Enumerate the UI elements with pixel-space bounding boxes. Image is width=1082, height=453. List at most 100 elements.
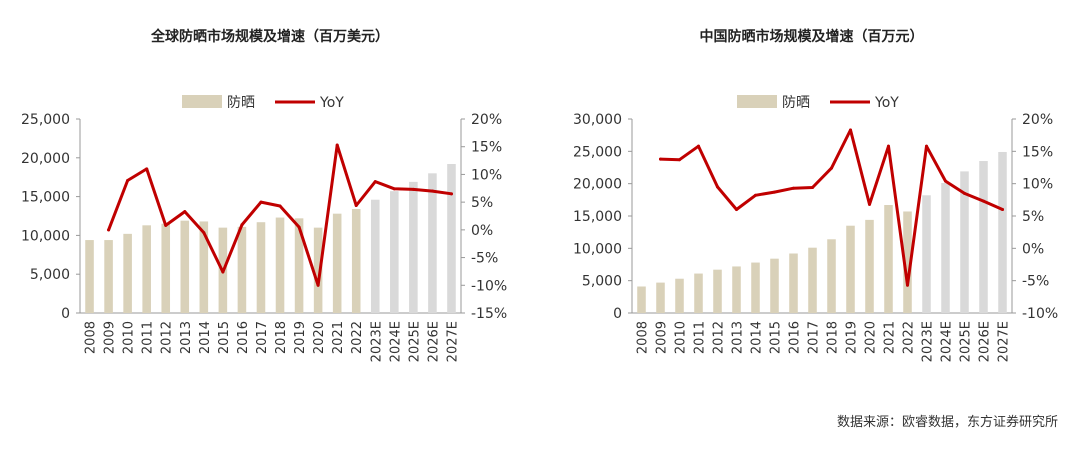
yoy-point [754,193,757,197]
x-tick-label: 2009 [655,321,670,354]
y-tick-label-right: 15% [1022,144,1053,160]
yoy-point [202,231,206,235]
y-tick-label-right: -5% [1022,274,1049,290]
bar [884,205,893,313]
bar [85,240,94,313]
y-tick-label-left: 10,000 [573,241,622,257]
x-tick-label: 2024E [940,321,955,362]
y-tick-label-right: -10% [1022,306,1058,322]
bar [998,151,1007,313]
x-tick-label: 2010 [122,321,137,354]
x-tick-label: 2018 [826,321,841,354]
y-tick-label-right: 10% [1022,177,1053,193]
bar [789,253,798,313]
yoy-point [221,270,225,274]
global-sunscreen-chart: 全球防晒市场规模及增速（百万美元） 0 5,000 10,000 15,000 20,0… [0,0,540,410]
x-tick-label: 2014 [750,321,765,354]
x-tick-label: 2025E [407,321,422,362]
legend-bar-label: 防晒 [227,95,255,111]
y-tick-label-right: 15% [471,140,502,156]
y-tick-label-left: 0 [61,306,70,322]
x-tick-label: 2022 [902,321,917,354]
x-tick-label: 2021 [331,321,346,354]
yoy-point [944,179,947,183]
yoy-point [354,203,358,207]
bar [351,209,361,313]
yoy-point [925,144,928,148]
yoy-point [411,187,415,191]
y-tick-label-left: 15,000 [21,190,70,206]
x-tick-label: 2019 [845,321,860,354]
y-tick-label-right: 0% [471,223,493,239]
bar [941,183,950,313]
yoy-point [107,228,111,232]
bar [827,239,836,313]
y-tick-label-left: 5,000 [30,267,70,283]
bar [694,273,703,313]
bar [846,225,855,313]
y-tick-label-right: 0% [1022,241,1044,257]
bar [180,220,190,313]
yoy-point [126,179,130,183]
bar [161,223,171,313]
bar [390,191,399,313]
yoy-point [145,167,149,171]
yoy-point [335,143,339,147]
china-sunscreen-chart: 中国防晒市场规模及增速（百万元） 0 5,000 10,000 15,000 20,00… [541,0,1082,410]
source-note: 数据来源：欧睿数据，东方证券研究所 [836,415,1058,430]
bar [751,262,760,313]
y-tick-label-right: 10% [471,167,502,183]
yoy-point [792,186,795,190]
x-tick-label: 2027E [997,321,1012,362]
legend-line-label: YoY [874,95,899,111]
y-tick-label-right: 5% [1022,209,1044,225]
x-tick-label: 2019 [293,321,308,354]
bar [808,247,817,313]
x-tick-label: 2014 [198,321,213,354]
chart-title: 全球防晒市场规模及增速（百万美元） [151,29,389,45]
yoy-point [278,204,282,208]
bar [713,269,722,313]
yoy-point [982,199,985,203]
yoy-point [449,192,453,196]
bar [979,161,988,313]
yoy-point [849,128,852,132]
bar [922,195,931,313]
y-tick-label-left: 0 [613,306,622,322]
y-tick-label-right: -10% [471,278,507,294]
yoy-point [373,180,377,184]
x-tick-label: 2015 [217,321,232,354]
yoy-point [811,186,814,190]
yoy-point [735,208,738,212]
x-tick-label: 2016 [236,321,251,354]
x-tick-label: 2011 [693,321,708,354]
y-tick-label-right: 5% [471,195,493,211]
bar [428,173,437,313]
bar [313,227,323,313]
bar [199,221,209,313]
x-tick-label: 2008 [84,321,99,354]
yoy-point [1001,208,1004,212]
yoy-point [887,144,890,148]
chart-title: 中国防晒市场规模及增速（百万元） [699,29,924,45]
x-tick-label: 2021 [883,321,898,354]
x-tick-label: 2012 [160,321,175,354]
x-tick-label: 2012 [712,321,727,354]
legend-bar-swatch [182,95,222,108]
yoy-point [316,283,320,287]
x-tick-label: 2025E [959,321,974,362]
x-tick-label: 2018 [274,321,289,354]
yoy-point [906,283,909,287]
bar [675,278,684,313]
x-tick-label: 2016 [788,321,803,354]
yoy-point [697,144,700,148]
bar [256,222,266,313]
x-tick-label: 2010 [674,321,689,354]
yoy-point [392,187,396,191]
bar [275,217,285,313]
legend-bar-label: 防晒 [782,95,810,111]
x-tick-label: 2013 [731,321,746,354]
bar [903,211,912,313]
bar [409,181,418,313]
bar [770,258,779,313]
